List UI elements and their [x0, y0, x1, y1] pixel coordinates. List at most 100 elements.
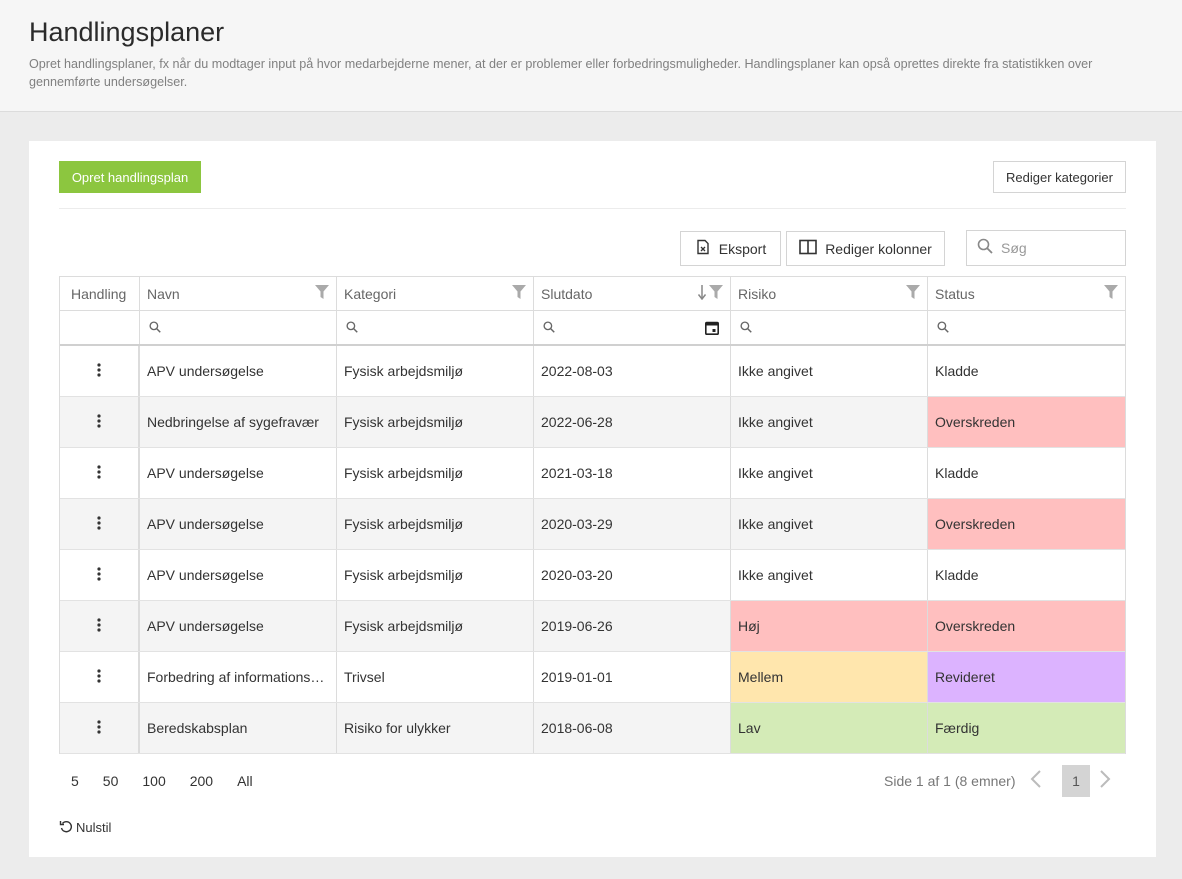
filter-cell-status[interactable]: [928, 311, 1125, 344]
table-row[interactable]: Beredskabsplan Risiko for ulykker 2018-06-…: [60, 703, 1125, 754]
status-cell: Kladde: [928, 346, 1125, 396]
edit-columns-label: Rediger kolonner: [825, 240, 932, 257]
column-header-label: Slutdato: [541, 285, 593, 302]
page-size-option[interactable]: 200: [189, 773, 214, 789]
status-cell: Færdig: [928, 703, 1125, 753]
search-icon: [740, 320, 752, 336]
edit-columns-button[interactable]: Rediger kolonner: [786, 231, 945, 266]
column-header-navn[interactable]: Navn: [140, 277, 337, 310]
navn-value: APV undersøgelse: [147, 363, 264, 379]
status-cell: Overskreden: [928, 397, 1125, 447]
more-vertical-icon[interactable]: [97, 719, 101, 737]
risiko-value: Lav: [738, 720, 761, 736]
page-button[interactable]: 1: [1062, 765, 1090, 797]
table-row[interactable]: APV undersøgelse Fysisk arbejdsmiljø 2019-…: [60, 601, 1125, 652]
column-header-handling[interactable]: Handling: [60, 277, 140, 310]
row-actions-cell: [60, 652, 140, 702]
status-cell: Overskreden: [928, 499, 1125, 549]
slutdato-cell: 2022-06-28: [534, 397, 731, 447]
risiko-value: Ikke angivet: [738, 567, 813, 583]
page-description: Opret handlingsplaner, fx når du modtage…: [29, 57, 1093, 89]
table-row[interactable]: APV undersøgelse Fysisk arbejdsmiljø 2020-…: [60, 499, 1125, 550]
navn-value: APV undersøgelse: [147, 567, 264, 583]
chevron-left-icon[interactable]: [1030, 769, 1042, 794]
filter-icon[interactable]: [512, 285, 526, 302]
page-size-option[interactable]: All: [237, 773, 253, 789]
table-row[interactable]: Nedbringelse af sygefravær Fysisk arbejds…: [60, 397, 1125, 448]
navn-cell: APV undersøgelse: [140, 448, 337, 498]
status-value: Overskreden: [935, 618, 1016, 634]
slutdato-cell: 2018-06-08: [534, 703, 731, 753]
column-header-risiko[interactable]: Risiko: [731, 277, 928, 310]
risiko-cell: Ikke angivet: [731, 499, 928, 549]
filter-cell-navn[interactable]: [140, 311, 337, 344]
navn-value: Forbedring af informations…: [147, 669, 325, 685]
slutdato-value: 2018-06-08: [541, 720, 613, 736]
create-action-plan-button[interactable]: Opret handlingsplan: [59, 161, 201, 193]
column-header-status[interactable]: Status: [928, 277, 1125, 310]
more-vertical-icon[interactable]: [97, 668, 101, 686]
filter-cell-risiko[interactable]: [731, 311, 928, 344]
status-value: Kladde: [935, 567, 979, 583]
column-header-slutdato[interactable]: Slutdato: [534, 277, 731, 310]
more-vertical-icon[interactable]: [97, 362, 101, 380]
risiko-cell: Mellem: [731, 652, 928, 702]
navn-cell: Nedbringelse af sygefravær: [140, 397, 337, 447]
edit-categories-button[interactable]: Rediger kategorier: [993, 161, 1126, 193]
search-icon: [937, 320, 949, 336]
kategori-cell: Fysisk arbejdsmiljø: [337, 499, 534, 549]
more-vertical-icon[interactable]: [97, 413, 101, 431]
risiko-cell: Ikke angivet: [731, 550, 928, 600]
table-row[interactable]: APV undersøgelse Fysisk arbejdsmiljø 2022-…: [60, 346, 1125, 397]
slutdato-cell: 2022-08-03: [534, 346, 731, 396]
export-button[interactable]: Eksport: [680, 231, 781, 266]
more-vertical-icon[interactable]: [97, 617, 101, 635]
table-row[interactable]: APV undersøgelse Fysisk arbejdsmiljø 2021-…: [60, 448, 1125, 499]
chevron-right-icon[interactable]: [1099, 769, 1111, 794]
row-actions-cell: [60, 550, 140, 600]
row-actions-cell: [60, 346, 140, 396]
kategori-value: Trivsel: [344, 669, 385, 685]
page-size-option[interactable]: 50: [102, 773, 119, 789]
column-header-kategori[interactable]: Kategori: [337, 277, 534, 310]
filter-cell-kategori[interactable]: [337, 311, 534, 344]
columns-icon: [799, 239, 817, 258]
risiko-value: Mellem: [738, 669, 784, 685]
slutdato-cell: 2020-03-20: [534, 550, 731, 600]
risiko-cell: Ikke angivet: [731, 346, 928, 396]
filter-icon[interactable]: [1104, 285, 1118, 302]
risiko-value: Høj: [738, 618, 760, 634]
navn-value: APV undersøgelse: [147, 465, 264, 481]
page-size-option[interactable]: 5: [71, 773, 79, 789]
status-cell: Kladde: [928, 448, 1125, 498]
filter-icon[interactable]: [709, 285, 723, 302]
more-vertical-icon[interactable]: [97, 566, 101, 584]
search-input[interactable]: [1001, 240, 1111, 256]
export-label: Eksport: [718, 240, 767, 257]
more-vertical-icon[interactable]: [97, 515, 101, 533]
pagination-info: Side 1 af 1 (8 emner): [884, 773, 1016, 789]
table-row[interactable]: Forbedring af informations… Trivsel 2019-0…: [60, 652, 1125, 703]
slutdato-value: 2020-03-20: [541, 567, 613, 583]
row-actions-cell: [60, 601, 140, 651]
page-size-option[interactable]: 100: [142, 773, 166, 789]
status-cell: Kladde: [928, 550, 1125, 600]
kategori-cell: Fysisk arbejdsmiljø: [337, 601, 534, 651]
more-vertical-icon[interactable]: [97, 464, 101, 482]
kategori-value: Fysisk arbejdsmiljø: [344, 414, 464, 430]
risiko-value: Ikke angivet: [738, 516, 813, 532]
risiko-value: Ikke angivet: [738, 363, 813, 379]
filter-icon[interactable]: [315, 285, 329, 302]
grid-body: APV undersøgelse Fysisk arbejdsmiljø 2022-…: [60, 346, 1125, 754]
navn-cell: APV undersøgelse: [140, 601, 337, 651]
header-row: Handling Navn Kategori Slutdato Risiko S…: [60, 277, 1125, 311]
filter-icon[interactable]: [906, 285, 920, 302]
status-value: Kladde: [935, 363, 979, 379]
action-plans-grid: Handling Navn Kategori Slutdato Risiko S…: [59, 276, 1126, 754]
reset-button[interactable]: Nulstil: [59, 819, 111, 836]
status-value: Kladde: [935, 465, 979, 481]
calendar-icon[interactable]: [705, 321, 719, 338]
table-row[interactable]: APV undersøgelse Fysisk arbejdsmiljø 2020-…: [60, 550, 1125, 601]
sort-descending-icon[interactable]: [697, 284, 707, 303]
filter-cell-slutdato[interactable]: [534, 311, 731, 344]
